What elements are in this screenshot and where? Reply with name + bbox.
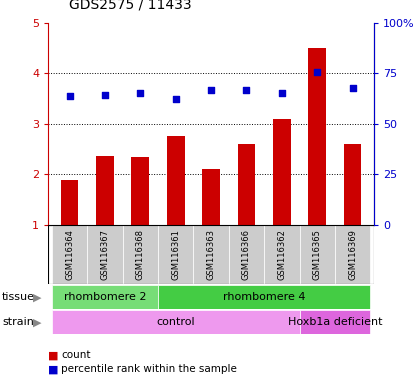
Text: ▶: ▶: [33, 292, 41, 302]
Bar: [52, 285, 158, 309]
Bar: [238, 144, 255, 225]
Point: [172, 96, 179, 102]
Bar: [52, 225, 87, 284]
Point: [278, 89, 285, 96]
Text: strain: strain: [2, 317, 34, 327]
Bar: [264, 225, 299, 284]
Text: GDS2575 / 11433: GDS2575 / 11433: [69, 0, 192, 12]
Text: GSM116362: GSM116362: [277, 229, 286, 280]
Point: [314, 70, 320, 76]
Point: [137, 89, 144, 96]
Bar: [202, 169, 220, 225]
Bar: [344, 144, 362, 225]
Text: ■: ■: [48, 364, 59, 374]
Text: control: control: [156, 317, 195, 327]
Bar: [158, 285, 370, 309]
Point: [243, 86, 250, 93]
Bar: [167, 136, 184, 225]
Bar: [131, 157, 149, 225]
Text: ▶: ▶: [33, 317, 41, 327]
Text: percentile rank within the sample: percentile rank within the sample: [61, 364, 237, 374]
Text: rhombomere 2: rhombomere 2: [64, 292, 146, 302]
Bar: [193, 225, 229, 284]
Bar: [60, 180, 79, 225]
Bar: [123, 225, 158, 284]
Text: count: count: [61, 350, 90, 360]
Point: [208, 87, 215, 93]
Bar: [96, 156, 114, 225]
Bar: [299, 225, 335, 284]
Bar: [229, 225, 264, 284]
Bar: [299, 310, 370, 334]
Point: [102, 92, 108, 98]
Point: [349, 84, 356, 91]
Text: Hoxb1a deficient: Hoxb1a deficient: [288, 317, 382, 327]
Text: ■: ■: [48, 350, 59, 360]
Text: GSM116366: GSM116366: [242, 229, 251, 280]
Text: GSM116365: GSM116365: [313, 229, 322, 280]
Bar: [335, 225, 370, 284]
Text: GSM116369: GSM116369: [348, 229, 357, 280]
Text: GSM116361: GSM116361: [171, 229, 180, 280]
Bar: [52, 310, 299, 334]
Text: GSM116367: GSM116367: [100, 229, 109, 280]
Text: GSM116368: GSM116368: [136, 229, 145, 280]
Text: rhombomere 4: rhombomere 4: [223, 292, 305, 302]
Bar: [273, 119, 291, 225]
Bar: [87, 225, 123, 284]
Bar: [158, 225, 193, 284]
Point: [66, 93, 73, 99]
Text: tissue: tissue: [2, 292, 35, 302]
Text: GSM116363: GSM116363: [207, 229, 215, 280]
Text: GSM116364: GSM116364: [65, 229, 74, 280]
Bar: [308, 48, 326, 225]
